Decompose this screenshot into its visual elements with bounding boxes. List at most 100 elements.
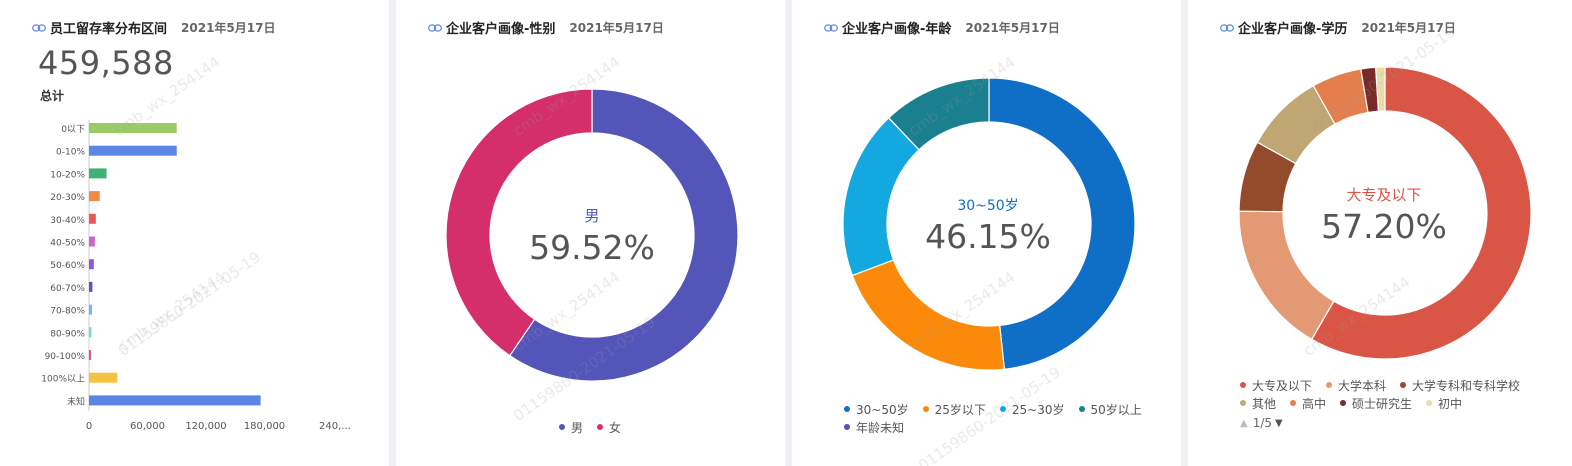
bar[interactable] bbox=[89, 304, 92, 315]
bar[interactable] bbox=[89, 191, 100, 202]
y-tick-label: 60-70% bbox=[50, 284, 85, 294]
legend-item[interactable]: 25~30岁 bbox=[999, 401, 1065, 418]
legend-pager: ▲ 1/5 ▼ bbox=[1240, 416, 1283, 430]
legend-label: 大学本科 bbox=[1338, 378, 1387, 393]
legend-label: 年龄未知 bbox=[856, 420, 905, 435]
link-icon[interactable] bbox=[428, 23, 442, 33]
donut-slice[interactable] bbox=[1375, 66, 1386, 112]
legend-dot bbox=[999, 406, 1006, 412]
legend-item[interactable]: 初中 bbox=[1426, 395, 1462, 412]
legend-dot bbox=[844, 424, 850, 430]
bar[interactable] bbox=[89, 372, 118, 383]
x-tick-label: 60,000 bbox=[130, 421, 165, 432]
page-indicator: 1/5 bbox=[1252, 416, 1273, 430]
donut-center: 30~50岁 46.15% bbox=[888, 195, 1088, 256]
y-tick-label: 10-20% bbox=[50, 170, 85, 180]
donut-slice[interactable] bbox=[1310, 66, 1532, 360]
y-tick-label: 50-60% bbox=[50, 261, 85, 271]
legend-item[interactable]: 年龄未知 bbox=[844, 419, 904, 436]
donut-slice[interactable] bbox=[851, 259, 1006, 371]
age-card: 企业客户画像-年龄 2021年5月17日 30~50岁 46.15% 30~50… bbox=[792, 0, 1181, 466]
bar[interactable] bbox=[89, 168, 107, 179]
center-category: 大专及以下 bbox=[1346, 186, 1422, 204]
card-header: 企业客户画像-性别 2021年5月17日 bbox=[428, 18, 664, 37]
legend-item[interactable]: 男 bbox=[559, 419, 583, 436]
x-tick-label: 120,000 bbox=[185, 421, 226, 432]
legend-dot bbox=[844, 406, 850, 412]
donut-slice[interactable] bbox=[887, 77, 990, 151]
y-tick-label: 70-80% bbox=[50, 307, 85, 317]
legend-label: 25~30岁 bbox=[1011, 402, 1065, 417]
legend-label: 初中 bbox=[1438, 396, 1463, 411]
x-tick-label: 180,000 bbox=[244, 421, 285, 432]
donut-slice[interactable] bbox=[988, 77, 1136, 370]
card-title: 企业客户画像-学历 bbox=[1238, 22, 1348, 37]
education-card: 企业客户画像-学历 2021年5月17日 大专及以下 57.20% 大专及以下 … bbox=[1188, 0, 1572, 466]
card-title: 企业客户画像-性别 bbox=[446, 22, 556, 37]
y-tick-label: 30-40% bbox=[50, 216, 85, 226]
x-tick-label: 0 bbox=[86, 421, 92, 432]
card-header: 员工留存率分布区间 2021年5月17日 bbox=[32, 18, 275, 37]
legend-label: 大学专科和专科学校 bbox=[1412, 378, 1521, 393]
legend-item[interactable]: 女 bbox=[597, 419, 621, 436]
bar[interactable] bbox=[89, 145, 177, 156]
legend-item[interactable]: 30~50岁 bbox=[844, 401, 909, 418]
legend-dot bbox=[922, 406, 929, 412]
gender-donut bbox=[445, 88, 739, 382]
card-title: 员工留存率分布区间 bbox=[50, 22, 168, 37]
legend-dot bbox=[1290, 400, 1297, 406]
donut-slice[interactable] bbox=[445, 88, 593, 357]
bar[interactable] bbox=[89, 123, 177, 133]
legend-dot bbox=[1240, 382, 1246, 388]
legend-item[interactable]: 硕士研究生 bbox=[1340, 395, 1412, 412]
bar[interactable] bbox=[89, 213, 96, 224]
x-tick-label: 240,... bbox=[319, 421, 351, 432]
center-percent: 46.15% bbox=[925, 217, 1051, 256]
bar[interactable] bbox=[89, 350, 91, 360]
donut-slice[interactable] bbox=[508, 88, 739, 382]
age-donut bbox=[842, 77, 1136, 371]
legend-label: 高中 bbox=[1302, 396, 1327, 411]
legend-item[interactable]: 50岁以上 bbox=[1078, 401, 1142, 418]
page-down-icon[interactable]: ▼ bbox=[1275, 417, 1283, 429]
link-icon[interactable] bbox=[824, 23, 838, 33]
legend-item[interactable]: 高中 bbox=[1290, 395, 1326, 412]
legend-label: 30~50岁 bbox=[856, 402, 909, 417]
gender-card: 企业客户画像-性别 2021年5月17日 男 59.52% 男 女 bbox=[396, 0, 785, 466]
bar[interactable] bbox=[89, 327, 92, 338]
page-up-icon[interactable]: ▲ bbox=[1240, 417, 1248, 429]
legend-label: 其他 bbox=[1252, 396, 1277, 411]
legend-item[interactable]: 大专及以下 bbox=[1240, 377, 1312, 394]
legend-item[interactable]: 其他 bbox=[1240, 395, 1276, 412]
bar-chart: 0以下 0-10% 10-20% 20-30% 30-40% 40-50% 50-60% 60… bbox=[41, 120, 351, 432]
legend-dot bbox=[559, 424, 565, 430]
donut-center: 大专及以下 57.20% bbox=[1284, 184, 1484, 246]
legend: 大专及以下 大学本科 大学专科和专科学校 其他 高中 硕士研究生 初中 bbox=[1240, 376, 1534, 412]
legend-dot bbox=[1426, 400, 1433, 406]
card-date: 2021年5月17日 bbox=[965, 21, 1060, 35]
center-category: 30~50岁 bbox=[957, 198, 1019, 214]
y-tick-label: 未知 bbox=[67, 395, 85, 407]
y-tick-label: 100%以上 bbox=[41, 374, 85, 385]
legend-item[interactable]: 大学专科和专科学校 bbox=[1400, 377, 1520, 394]
legend-label: 50岁以上 bbox=[1090, 402, 1142, 417]
y-tick-label: 20-30% bbox=[50, 193, 85, 203]
card-date: 2021年5月17日 bbox=[1361, 21, 1456, 35]
legend-label: 硕士研究生 bbox=[1352, 396, 1413, 411]
legend-item[interactable]: 25岁以下 bbox=[922, 401, 986, 418]
y-tick-label: 0以下 bbox=[61, 125, 85, 135]
kpi-value: 459,588 bbox=[38, 44, 174, 82]
bar[interactable] bbox=[89, 281, 93, 292]
legend-label: 大专及以下 bbox=[1252, 378, 1313, 393]
legend-item[interactable]: 大学本科 bbox=[1326, 377, 1386, 394]
retention-card: 员工留存率分布区间 2021年5月17日 459,588 总计 0以下 0-10%… bbox=[0, 0, 389, 466]
link-icon[interactable] bbox=[1220, 23, 1234, 33]
card-header: 企业客户画像-年龄 2021年5月17日 bbox=[824, 18, 1060, 37]
card-header: 企业客户画像-学历 2021年5月17日 bbox=[1220, 18, 1456, 37]
bar[interactable] bbox=[89, 395, 261, 406]
bar[interactable] bbox=[89, 236, 95, 247]
link-icon[interactable] bbox=[32, 23, 46, 33]
legend-dot bbox=[1326, 382, 1333, 388]
bar[interactable] bbox=[89, 259, 94, 270]
legend-dot bbox=[1400, 382, 1407, 388]
